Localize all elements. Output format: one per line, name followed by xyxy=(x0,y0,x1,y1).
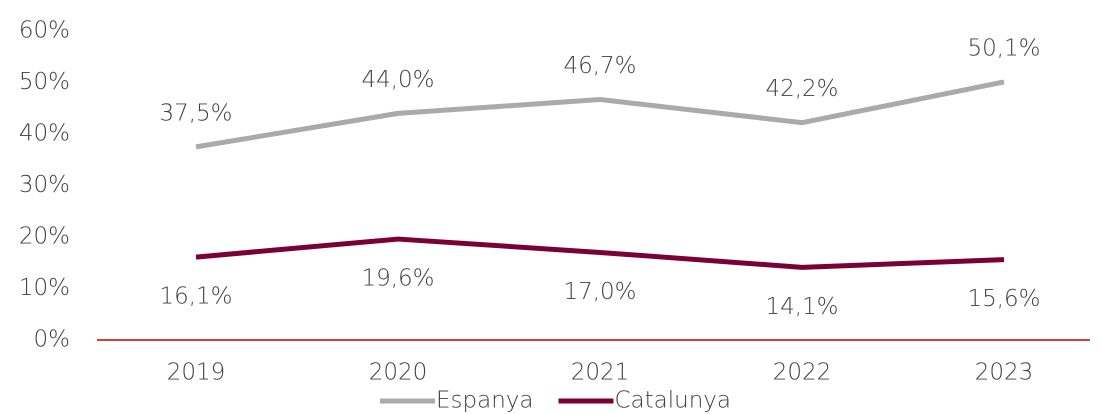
x-tick-label: 2023 xyxy=(975,360,1034,386)
data-label: 50,1% xyxy=(967,35,1040,61)
y-tick-label: 30% xyxy=(19,172,70,198)
legend-label: Espanya xyxy=(436,388,534,414)
data-label: 46,7% xyxy=(563,53,636,79)
data-label: 42,2% xyxy=(765,76,838,102)
series-line xyxy=(195,79,1005,150)
x-tick-label: 2019 xyxy=(167,360,226,386)
data-label: 16,1% xyxy=(159,284,232,310)
data-label: 19,6% xyxy=(361,266,434,292)
y-tick-label: 40% xyxy=(19,121,70,147)
y-tick-label: 0% xyxy=(34,327,71,353)
data-label: 37,5% xyxy=(159,100,232,126)
data-label: 17,0% xyxy=(563,279,636,305)
y-tick-label: 10% xyxy=(19,275,70,301)
series-line xyxy=(195,236,1005,270)
x-tick-label: 2020 xyxy=(369,360,428,386)
data-label: 14,1% xyxy=(765,294,838,320)
y-tick-label: 50% xyxy=(19,69,70,95)
y-tick-label: 20% xyxy=(19,224,70,250)
x-tick-label: 2022 xyxy=(773,360,832,386)
data-label: 15,6% xyxy=(967,286,1040,312)
x-tick-label: 2021 xyxy=(571,360,630,386)
legend-label: Catalunya xyxy=(615,388,732,414)
data-label: 44,0% xyxy=(361,67,434,93)
y-tick-label: 60% xyxy=(19,18,70,44)
